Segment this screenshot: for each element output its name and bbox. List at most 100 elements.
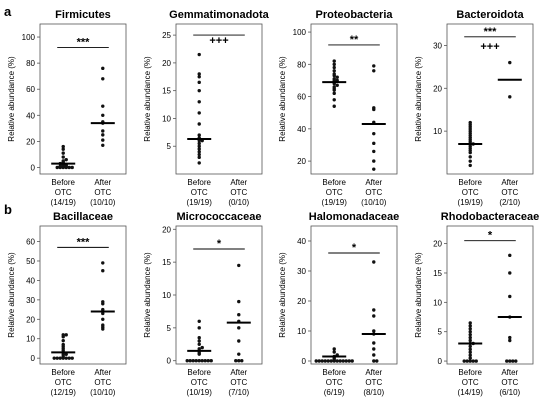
data-point [332,69,336,73]
data-point [101,104,105,108]
data-point [197,80,201,85]
plot-frame [310,23,398,175]
data-point [332,77,336,81]
y-axis-label: Relative abundance (%) [7,252,16,338]
data-point [332,350,336,354]
y-tick-label: 60 [26,85,35,94]
data-point [468,347,472,352]
chart-0: Firmicutes 0 20 40 60 80 100 Relative abundance… [7,9,127,207]
data-point [197,342,201,346]
data-point [101,261,105,265]
y-tick-label: 15 [162,258,171,267]
chart-7: Rhodobacteraceae 0 5 10 15 20 Relative abundan… [414,211,539,397]
data-point [508,253,512,258]
significance-label: +++ [480,41,499,53]
chart-title: Firmicutes [55,9,111,21]
y-tick-label: 30 [297,267,306,276]
data-point [61,147,65,151]
x-category-label: After OTC (7/10) [228,368,249,397]
plot-frame [446,225,534,365]
data-point [468,356,472,360]
y-axis-label: Relative abundance (%) [143,56,152,142]
data-point [197,150,201,154]
data-point [197,155,201,160]
data-point [197,88,201,93]
y-axis-label: Relative abundance (%) [414,252,423,338]
data-point [194,359,198,363]
chart-2: Proteobacteria 20 40 60 80 100 Relative abunda… [278,9,398,207]
data-point [468,163,472,168]
data-point [197,122,201,126]
data-point [332,104,336,108]
data-point [237,339,241,343]
data-point [335,83,339,87]
plot-frame [310,225,398,365]
y-tick-label: 20 [162,59,171,68]
data-point [329,359,333,363]
data-point [101,317,105,321]
significance-label: * [217,238,222,250]
y-tick-label: 0 [302,357,307,366]
data-point [61,144,65,149]
y-axis-label: Relative abundance (%) [278,252,287,338]
y-tick-label: 10 [297,327,306,336]
y-tick-label: 20 [297,157,306,166]
x-category-label: After OTC (10/10) [361,178,387,207]
y-tick-label: 20 [433,84,442,93]
y-tick-label: 5 [438,328,443,337]
y-tick-label: 20 [162,225,171,234]
data-point [101,300,105,304]
chart-title: Proteobacteria [315,9,393,21]
data-point [347,359,351,363]
data-point [468,359,472,363]
x-category-label: Before OTC (14/19) [458,368,484,397]
significance-label: * [488,230,493,242]
data-point [344,359,348,363]
data-point [197,52,201,57]
data-point [372,64,376,68]
data-point [200,345,204,350]
y-tick-label: 0 [167,357,172,366]
data-point [197,144,201,148]
data-point [67,356,71,360]
plot-frame [39,23,127,175]
data-point [468,344,472,349]
data-point [101,307,105,312]
data-point [375,359,379,363]
data-point [314,359,318,363]
x-category-label: After OTC (10/10) [90,368,116,397]
x-category-label: Before OTC (10/19) [187,368,213,397]
data-point [332,72,336,76]
chart-title: Gemmatimonadota [169,9,270,21]
y-tick-label: 20 [433,240,442,249]
data-point [335,75,339,79]
data-point [508,335,512,340]
data-point [468,321,472,325]
y-tick-label: 25 [162,31,171,40]
data-point [237,359,241,363]
significance-label: *** [484,26,498,38]
data-point [332,91,336,96]
data-point [335,359,339,363]
data-point [372,314,376,318]
data-point [462,359,466,363]
y-axis-label: Relative abundance (%) [278,56,287,142]
y-axis-label: Relative abundance (%) [143,252,152,338]
data-point [468,330,472,334]
x-category-label: Before OTC (19/19) [322,178,348,207]
data-point [505,359,509,363]
data-point [468,159,472,163]
significance-label: ** [350,34,359,46]
data-point [468,327,472,331]
data-point [197,152,201,157]
data-point [197,111,201,115]
y-tick-label: 40 [297,237,306,246]
data-point [372,347,376,351]
chart-title: Rhodobacteraceae [441,211,539,223]
data-point [468,324,472,328]
data-point [61,338,65,343]
data-point [197,75,201,79]
data-point [70,356,74,360]
data-point [197,72,201,76]
data-point [468,335,472,340]
